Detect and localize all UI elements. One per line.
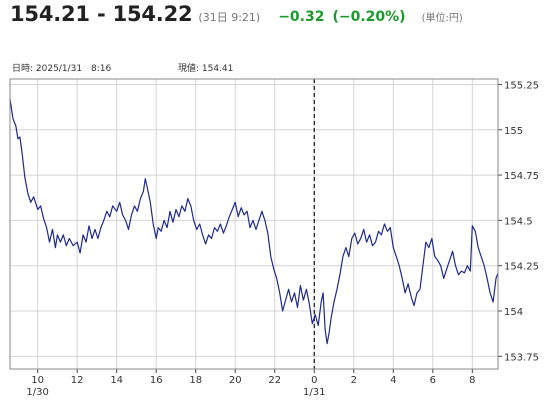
x-tick-label: 12	[71, 375, 84, 386]
y-tick-label: 154.75	[504, 171, 539, 182]
y-axis: 155.25 155 154.75 154.5 154.25 154 153.75	[498, 80, 539, 363]
change-value: −0.32	[278, 9, 325, 25]
price-chart[interactable]: 日時: 2025/1/31 8:16 現値: 154.41 155.251551…	[0, 56, 548, 400]
x-tick-label: 14	[110, 375, 123, 386]
y-tick-label: 154.5	[504, 216, 533, 227]
y-tick-label: 153.75	[504, 352, 539, 363]
info-datetime: 日時: 2025/1/31 8:16	[12, 63, 112, 74]
x-tick-label: 6	[430, 375, 436, 386]
y-tick-label: 154	[504, 307, 523, 318]
change-percent: (−0.20%)	[332, 9, 406, 25]
y-tick-label: 155	[504, 126, 523, 137]
day-label: 1/30	[26, 387, 48, 398]
price-line	[9, 98, 499, 345]
x-tick-label: 20	[229, 375, 242, 386]
x-tick-label: 2	[351, 375, 357, 386]
x-tick-label: 4	[390, 375, 396, 386]
day-label: 1/31	[303, 387, 325, 398]
x-tick-label: 16	[150, 375, 163, 386]
y-tick-label: 155.25	[504, 80, 539, 91]
unit-label: (単位:円)	[421, 13, 463, 24]
x-tick-label: 8	[469, 375, 475, 386]
x-tick-label: 10	[31, 375, 44, 386]
price-range: 154.21 - 154.22	[10, 2, 193, 26]
info-current-price: 現値: 154.41	[178, 62, 233, 74]
plot-frame	[9, 78, 499, 370]
x-tick-label: 18	[189, 375, 202, 386]
grid	[10, 79, 498, 369]
x-tick-label: 22	[268, 375, 281, 386]
x-axis: 10 12 14 16 18 20 22 0 2 4 6 8 1/30 1/31	[26, 369, 476, 398]
x-tick-label: 0	[311, 375, 317, 386]
y-tick-label: 154.25	[504, 262, 539, 273]
timestamp: (31日 9:21)	[198, 11, 261, 24]
price-header: 154.21 - 154.22 (31日 9:21) −0.32 (−0.20%…	[10, 2, 463, 36]
